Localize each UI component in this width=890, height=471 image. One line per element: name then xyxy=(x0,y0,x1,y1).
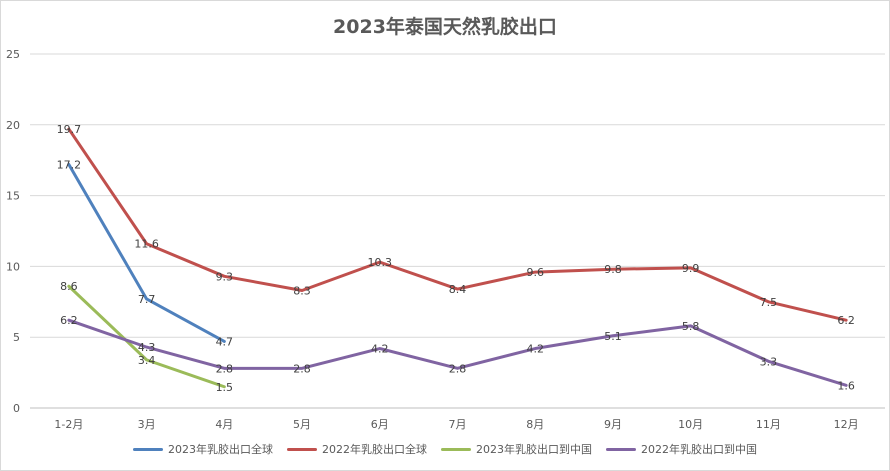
legend-label: 2023年乳胶出口全球 xyxy=(168,443,273,456)
data-label: 4.3 xyxy=(138,341,156,354)
data-label: 8.4 xyxy=(449,283,467,296)
data-label: 2.8 xyxy=(216,362,234,375)
legend-label: 2022年乳胶出口全球 xyxy=(322,443,427,456)
legend-item-3: 2023年乳胶出口到中国 xyxy=(441,441,592,457)
series-line-3 xyxy=(67,284,226,389)
data-label: 2.8 xyxy=(293,362,311,375)
legend-swatch xyxy=(441,447,471,451)
data-label: 4.2 xyxy=(371,343,389,356)
legend-swatch xyxy=(606,447,636,451)
data-label: 5.1 xyxy=(604,330,622,343)
legend-item-4: 2022年乳胶出口到中国 xyxy=(606,441,757,457)
chart-title: 2023年泰国天然乳胶出口 xyxy=(333,16,557,38)
data-label: 6.2 xyxy=(60,314,78,327)
y-tick-label: 0 xyxy=(13,402,20,415)
data-label: 2.8 xyxy=(449,362,467,375)
data-label: 8.3 xyxy=(293,284,311,297)
x-tick-label: 9月 xyxy=(604,418,622,431)
data-label: 10.3 xyxy=(368,256,393,269)
legend-swatch xyxy=(287,447,317,451)
data-label: 11.6 xyxy=(134,238,159,251)
x-tick-label: 6月 xyxy=(371,418,389,431)
legend-label: 2023年乳胶出口到中国 xyxy=(476,443,592,456)
data-label: 7.7 xyxy=(138,293,156,306)
legend-item-2: 2022年乳胶出口全球 xyxy=(287,441,427,457)
data-label: 7.5 xyxy=(760,296,778,309)
x-tick-label: 5月 xyxy=(293,418,311,431)
y-tick-label: 15 xyxy=(6,190,20,203)
data-label: 5.8 xyxy=(682,320,700,333)
data-label: 9.3 xyxy=(216,270,234,283)
x-tick-label: 3月 xyxy=(138,418,156,431)
x-tick-label: 12月 xyxy=(834,418,859,431)
data-label: 1.5 xyxy=(216,381,234,394)
data-label: 3.3 xyxy=(760,355,778,368)
series-line-1 xyxy=(67,162,226,343)
legend-swatch xyxy=(133,447,163,451)
x-tick-label: 7月 xyxy=(449,418,467,431)
x-tick-label: 1-2月 xyxy=(54,418,83,431)
x-tick-label: 4月 xyxy=(215,418,233,431)
chart-legend: 2023年乳胶出口全球 2022年乳胶出口全球 2023年乳胶出口到中国 2022年乳… xyxy=(0,441,890,457)
y-tick-label: 10 xyxy=(6,260,20,273)
data-label: 4.2 xyxy=(526,343,544,356)
data-label: 8.6 xyxy=(60,280,78,293)
x-tick-label: 8月 xyxy=(526,418,544,431)
x-tick-label: 10月 xyxy=(678,418,703,431)
data-label: 1.6 xyxy=(837,379,855,392)
y-tick-label: 20 xyxy=(6,119,20,132)
legend-label: 2022年乳胶出口到中国 xyxy=(641,443,757,456)
y-tick-label: 5 xyxy=(13,331,20,344)
y-tick-label: 25 xyxy=(6,48,20,61)
legend-item-1: 2023年乳胶出口全球 xyxy=(133,441,273,457)
data-label: 3.4 xyxy=(138,354,156,367)
data-label: 4.7 xyxy=(216,335,234,348)
data-label: 19.7 xyxy=(57,123,82,136)
series-line-2 xyxy=(67,127,848,322)
x-tick-label: 11月 xyxy=(756,418,781,431)
data-label: 6.2 xyxy=(837,314,855,327)
series-line-4 xyxy=(67,318,848,387)
data-label: 17.2 xyxy=(57,158,82,171)
data-label: 9.8 xyxy=(604,263,622,276)
data-label: 9.9 xyxy=(682,262,700,275)
data-label: 9.6 xyxy=(526,266,544,279)
